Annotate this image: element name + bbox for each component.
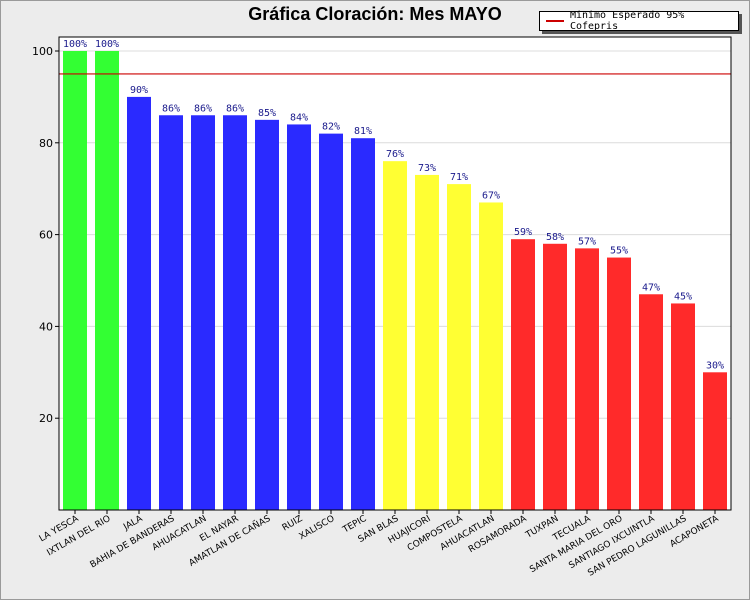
bar	[575, 248, 599, 510]
data-label: 67%	[482, 190, 500, 201]
data-label: 100%	[95, 39, 119, 50]
data-label: 47%	[642, 282, 660, 293]
data-label: 76%	[386, 149, 404, 160]
data-label: 100%	[63, 39, 87, 50]
bar	[607, 257, 631, 510]
data-label: 45%	[674, 291, 692, 302]
bar	[415, 174, 439, 510]
x-tick-label: ROSAMORADA	[467, 514, 529, 556]
bar	[95, 51, 119, 510]
bar	[383, 161, 407, 510]
bar	[127, 96, 151, 511]
data-label: 81%	[354, 126, 372, 137]
plot-border	[58, 36, 732, 511]
bar	[191, 115, 215, 510]
data-label: 71%	[450, 172, 468, 183]
legend-label: Minimo Esperado 95% Cofepris	[569, 10, 685, 32]
bar	[159, 115, 183, 510]
data-label: 86%	[226, 103, 244, 114]
bar	[255, 119, 279, 510]
data-label: 90%	[130, 85, 148, 96]
bar	[63, 51, 87, 510]
data-label: 55%	[610, 246, 628, 257]
data-label: 57%	[578, 236, 596, 247]
bar	[639, 294, 663, 510]
data-label: 86%	[194, 103, 212, 114]
data-labels: 100% 100% 90% 86% 86% 86% 85% 84% 82% 81% 76% 73% 71…	[63, 39, 724, 371]
data-label: 59%	[514, 227, 532, 238]
y-tick-label: 20	[39, 412, 53, 425]
bar	[543, 243, 567, 510]
y-tick-label: 80	[39, 137, 53, 150]
bar	[287, 124, 311, 510]
x-tick-label: XALISCO	[298, 514, 337, 542]
legend-line-swatch	[546, 20, 564, 22]
data-label: 85%	[258, 108, 276, 119]
y-tick-label: 40	[39, 320, 53, 333]
bar	[223, 115, 247, 510]
bar	[479, 202, 503, 510]
bar	[511, 239, 535, 510]
bar	[351, 138, 375, 510]
data-label: 30%	[706, 360, 724, 371]
y-axis-ticks: 20 40 60 80 100	[32, 45, 59, 425]
data-label: 82%	[322, 122, 340, 133]
data-label: 86%	[162, 103, 180, 114]
data-label: 84%	[290, 112, 308, 123]
legend: Minimo Esperado 95% Cofepris	[539, 10, 739, 32]
bar	[319, 133, 343, 510]
bar	[703, 372, 727, 510]
bar	[447, 184, 471, 511]
data-label: 58%	[546, 232, 564, 243]
y-tick-label: 100	[32, 45, 53, 58]
bar	[671, 303, 695, 510]
chart-title: Gráfica Cloración: Mes MAYO	[248, 4, 502, 24]
bars	[63, 51, 727, 511]
y-tick-label: 60	[39, 229, 53, 242]
data-label: 73%	[418, 163, 436, 174]
